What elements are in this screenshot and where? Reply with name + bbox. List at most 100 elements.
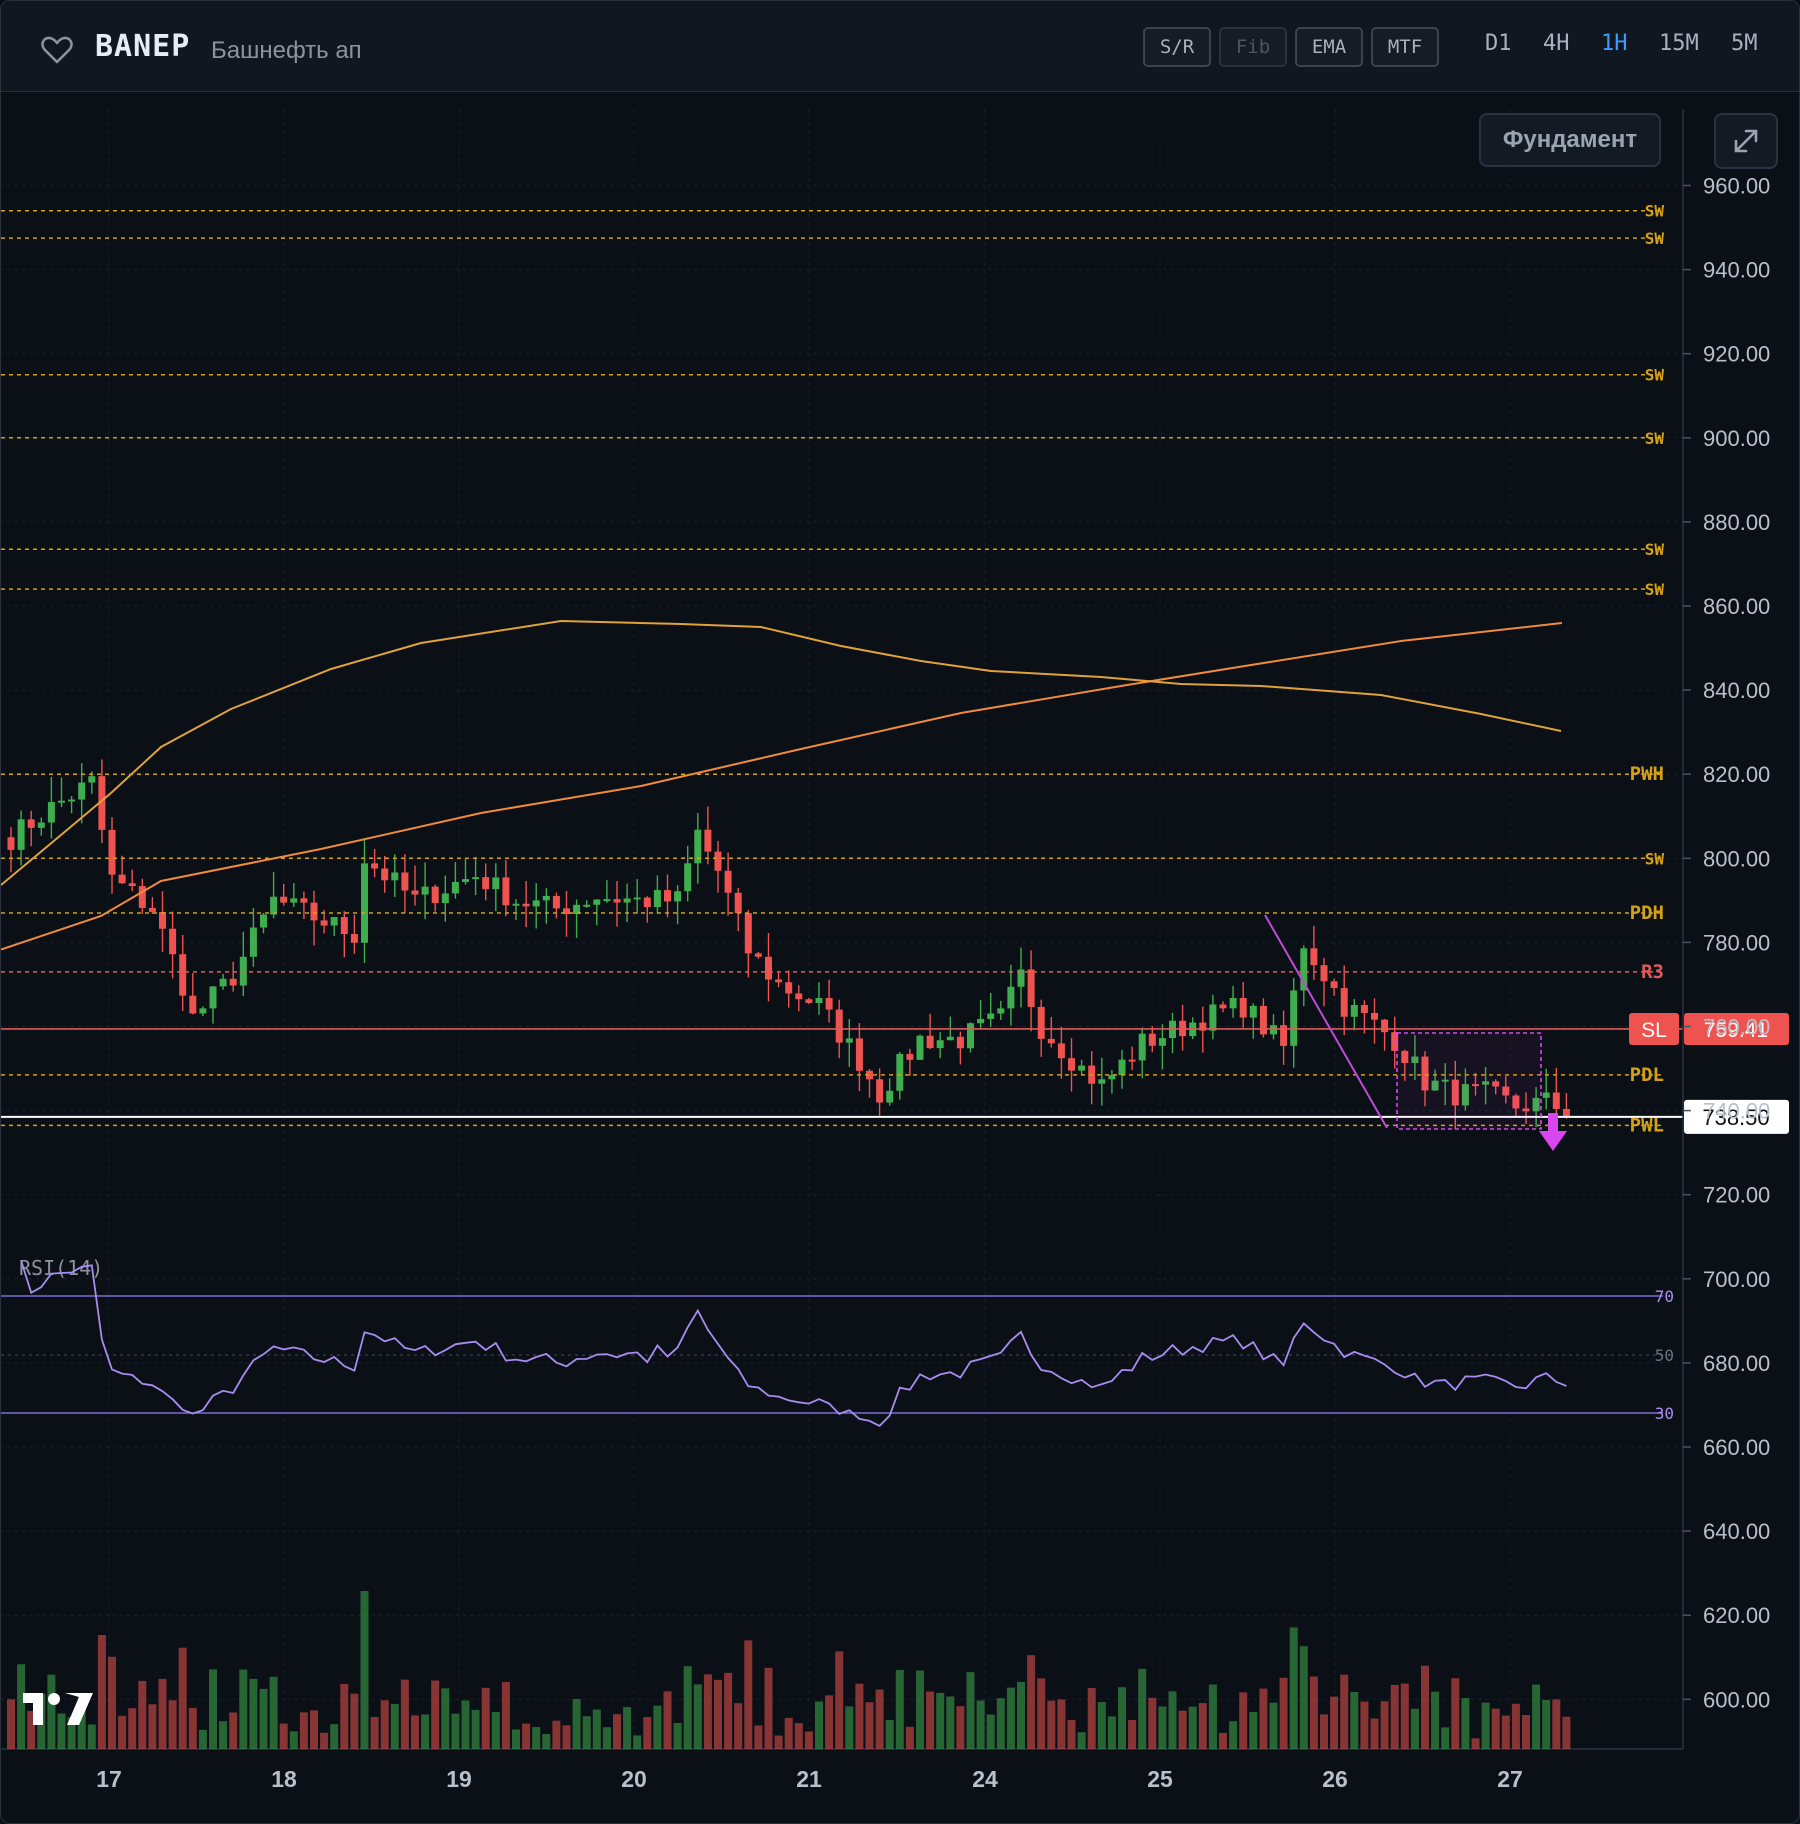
candle-body [653, 890, 661, 908]
volume-bar [491, 1711, 500, 1749]
candle-body [694, 829, 702, 864]
price-axis-label: 620.00 [1703, 1603, 1770, 1628]
volume-bar [966, 1672, 975, 1749]
level-label-sw: SW [1645, 849, 1665, 868]
level-label-pdl: PDL [1630, 1064, 1664, 1086]
level-label-r3: R3 [1641, 961, 1664, 983]
volume-bar [178, 1647, 187, 1749]
volume-bar [1289, 1627, 1298, 1749]
rsi-level-label: 50 [1655, 1346, 1674, 1365]
volume-bar [1027, 1655, 1036, 1749]
candle-body [179, 954, 187, 996]
volume-bar [1330, 1696, 1339, 1749]
volume-bar [1148, 1697, 1157, 1749]
candle-body [906, 1053, 914, 1060]
candle-body [1209, 1004, 1217, 1031]
candle-body [967, 1023, 974, 1049]
volume-bar [784, 1717, 793, 1749]
volume-bar [1370, 1718, 1379, 1749]
volume-bar [97, 1634, 106, 1749]
volume-bar [471, 1709, 480, 1749]
candle-body [462, 879, 469, 883]
volume-bar [1017, 1681, 1025, 1749]
price-axis-label: 840.00 [1703, 678, 1770, 703]
volume-bar [441, 1688, 450, 1749]
volume-bar [249, 1678, 258, 1749]
candle-body [68, 799, 76, 802]
volume-bar [17, 1664, 26, 1749]
chart-background [1, 93, 1799, 1823]
candle-body [128, 883, 136, 887]
time-axis-label: 25 [1147, 1766, 1173, 1792]
price-chart[interactable]: SW SW SW SW SW SW PWH SW PDH R3 PDL PWL SL 759.41 738.… [1, 93, 1799, 1823]
company-name: Башнефть ап [211, 37, 362, 64]
candle-body [401, 872, 409, 891]
timeframe-5m[interactable]: 5M [1731, 31, 1758, 56]
heart-icon[interactable] [41, 35, 73, 65]
candle-body [805, 999, 813, 1003]
sr-toggle-button[interactable]: S/R [1143, 27, 1211, 67]
volume-bar [259, 1688, 268, 1749]
stop-loss-price-tag [1684, 1012, 1789, 1045]
timeframe-4h[interactable]: 4H [1543, 31, 1570, 56]
candle-body [1290, 990, 1298, 1046]
volume-bar [1249, 1711, 1258, 1749]
candle-body [896, 1053, 904, 1091]
volume-bar [77, 1695, 86, 1749]
rsi-level-label: 70 [1655, 1287, 1674, 1306]
volume-bar [67, 1717, 76, 1749]
level-label-sw: SW [1645, 540, 1665, 559]
volume-bar [1421, 1665, 1429, 1749]
candle-body [684, 863, 692, 892]
volume-bar [138, 1680, 147, 1749]
ema-toggle-button[interactable]: EMA [1295, 27, 1363, 67]
candle-body [1199, 1022, 1207, 1031]
volume-bar [683, 1666, 692, 1749]
volume-bar [501, 1681, 510, 1749]
candle-body [1057, 1043, 1065, 1059]
volume-bar [512, 1729, 520, 1749]
fib-toggle-button[interactable]: Fib [1219, 27, 1287, 67]
time-axis-label: 27 [1497, 1766, 1523, 1792]
timeframe-d1[interactable]: D1 [1485, 31, 1512, 56]
mtf-toggle-button[interactable]: MTF [1371, 27, 1439, 67]
price-axis-label: 740.00 [1703, 1099, 1770, 1124]
price-axis-label: 760.00 [1703, 1015, 1770, 1040]
rsi-label: RSI(14) [19, 1256, 103, 1280]
candle-body [1229, 997, 1237, 1009]
level-label-pdh: PDH [1630, 902, 1664, 924]
price-axis-label: 920.00 [1703, 342, 1770, 367]
level-label-sw: SW [1645, 366, 1665, 385]
expand-button[interactable] [1714, 113, 1778, 169]
candle-body [997, 1008, 1005, 1014]
volume-bar [1522, 1715, 1530, 1749]
volume-bar [148, 1704, 157, 1749]
volume-bar [1208, 1684, 1217, 1749]
timeframe-15m[interactable]: 15M [1659, 31, 1699, 56]
candle-body [209, 986, 217, 1009]
volume-bar [1380, 1701, 1389, 1749]
volume-bar [1390, 1684, 1399, 1749]
volume-bar [1229, 1721, 1238, 1749]
candle-body [330, 917, 338, 926]
volume-bar [1501, 1715, 1510, 1749]
volume-bar [1077, 1732, 1086, 1749]
fundament-button[interactable]: Фундамент [1479, 113, 1661, 167]
volume-bar [1299, 1646, 1308, 1749]
candle-body [734, 892, 742, 914]
price-axis-label: 660.00 [1703, 1435, 1770, 1460]
timeframe-1h[interactable]: 1H [1601, 31, 1628, 56]
candle-body [169, 928, 177, 955]
volume-bar [461, 1700, 470, 1749]
volume-bar [1491, 1708, 1500, 1749]
volume-bar [7, 1699, 15, 1749]
volume-bar [522, 1723, 531, 1749]
volume-bar [330, 1724, 339, 1749]
volume-bar [986, 1714, 995, 1749]
candle-body [855, 1038, 863, 1071]
price-axis-label: 940.00 [1703, 258, 1770, 283]
price-axis-label: 880.00 [1703, 510, 1770, 535]
candle-body [340, 917, 348, 935]
candle-body [724, 870, 732, 893]
volume-bar [87, 1724, 96, 1749]
